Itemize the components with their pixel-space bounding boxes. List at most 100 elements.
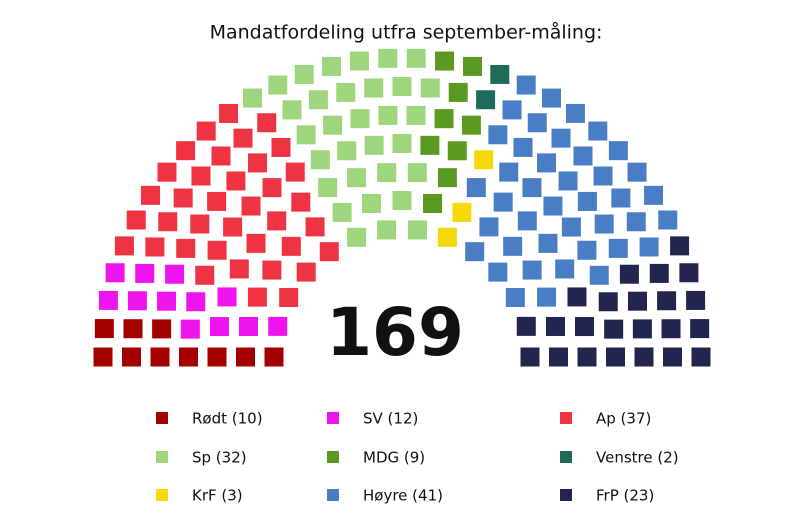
seat [94, 319, 114, 339]
seat [191, 166, 211, 186]
seat [364, 78, 384, 98]
legend-label: SV (12) [363, 410, 418, 428]
seat [632, 319, 652, 339]
seat [239, 316, 259, 336]
seat [217, 287, 237, 307]
seat [573, 146, 593, 166]
seat [247, 287, 267, 307]
seat [195, 265, 215, 285]
seat [165, 264, 185, 284]
seat [420, 135, 440, 155]
seat [296, 262, 316, 282]
seat [310, 150, 330, 170]
seat [186, 292, 206, 312]
seat [493, 192, 513, 212]
seat [577, 191, 597, 211]
seat [291, 192, 311, 212]
seat [644, 185, 664, 205]
seat [271, 137, 291, 157]
seat [465, 242, 485, 262]
seat [332, 202, 352, 222]
seat [105, 263, 125, 283]
seat [527, 113, 547, 133]
seat [226, 171, 246, 191]
seat [158, 212, 178, 232]
seat [639, 237, 659, 257]
seat [123, 319, 143, 339]
seat [176, 238, 196, 258]
legend-label: MDG (9) [363, 449, 425, 467]
seat [140, 185, 160, 205]
seat [246, 233, 266, 253]
seat [176, 141, 196, 161]
seat [282, 100, 302, 120]
seat [520, 347, 540, 367]
seat [551, 128, 571, 148]
seat [281, 236, 301, 256]
seat [626, 212, 646, 232]
seat [634, 347, 654, 367]
seat [262, 178, 282, 198]
legend-label: Ap (37) [596, 410, 651, 428]
seat [542, 88, 561, 108]
seat [537, 153, 557, 173]
seat [319, 242, 339, 262]
seat [545, 316, 565, 336]
seat [558, 171, 578, 191]
seat [503, 236, 523, 256]
seat [190, 214, 210, 234]
seat [577, 240, 597, 260]
seat [279, 288, 299, 308]
seat [437, 227, 457, 247]
seat [268, 75, 288, 95]
seat [377, 220, 397, 240]
seat [135, 263, 155, 283]
seat [627, 162, 647, 182]
legend-swatch [327, 489, 339, 501]
seat [608, 141, 628, 161]
seat [435, 51, 455, 71]
seat [423, 194, 443, 214]
seat [364, 135, 384, 155]
seat [243, 88, 262, 108]
seat [406, 48, 426, 68]
seat [679, 263, 699, 283]
seat [337, 141, 357, 161]
seat [517, 211, 537, 231]
legend-label: Sp (32) [192, 449, 247, 467]
seat [627, 291, 647, 311]
seat [114, 236, 134, 256]
seat [207, 240, 227, 260]
seat [461, 115, 481, 135]
seat [574, 317, 594, 337]
seat [406, 105, 426, 125]
seat [437, 168, 457, 188]
seat [490, 64, 510, 84]
seat [476, 90, 496, 110]
seat [447, 141, 467, 161]
seat [126, 210, 146, 230]
seat [347, 168, 367, 188]
seat [577, 347, 597, 367]
seat [233, 128, 253, 148]
seat [608, 238, 628, 258]
seat [173, 188, 193, 208]
seat [555, 259, 575, 279]
seat [434, 109, 454, 129]
seat [98, 290, 118, 310]
seat [157, 162, 177, 182]
seat [322, 56, 342, 76]
seat [318, 178, 338, 198]
seat [145, 237, 165, 257]
seat [502, 100, 522, 120]
seat [516, 75, 536, 95]
seat [268, 316, 288, 336]
seat [488, 262, 508, 282]
seat [377, 163, 397, 183]
seat [347, 227, 367, 247]
seat [150, 347, 170, 367]
seat [211, 146, 231, 166]
seat [407, 163, 427, 183]
seat [604, 319, 624, 339]
